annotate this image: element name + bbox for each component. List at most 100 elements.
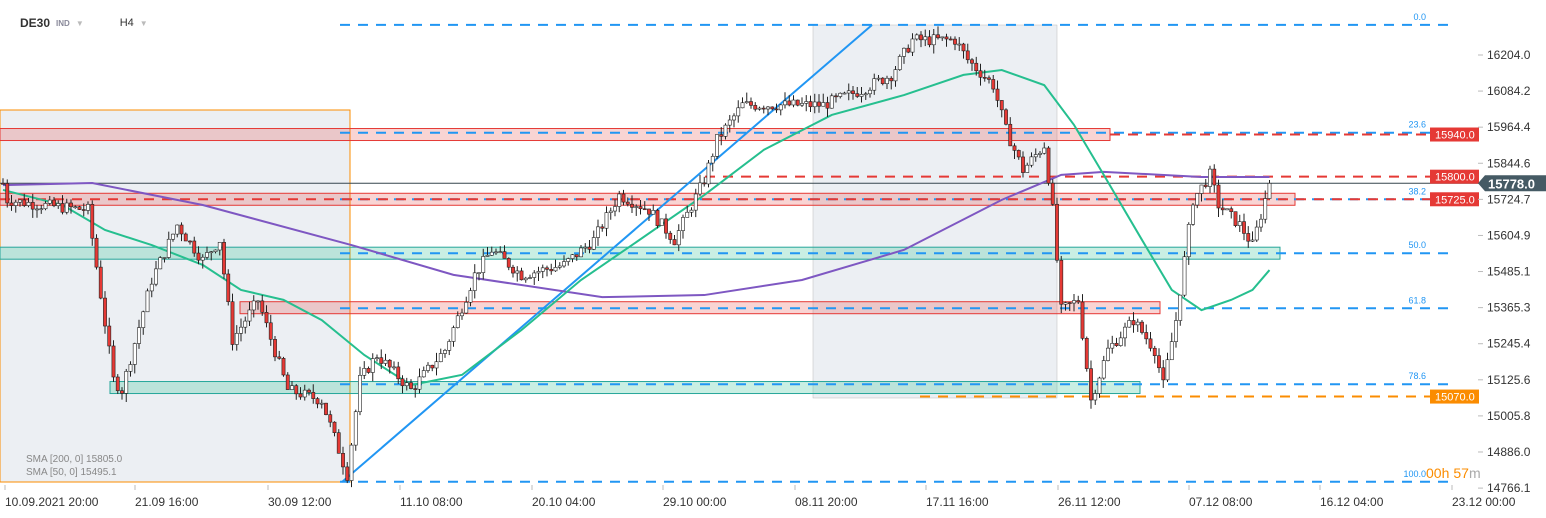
candle[interactable]: [579, 247, 583, 258]
candle[interactable]: [64, 202, 69, 213]
candle[interactable]: [273, 339, 277, 358]
candle[interactable]: [1250, 239, 1255, 242]
instrument-type[interactable]: IND: [56, 18, 70, 28]
candle[interactable]: [1267, 183, 1272, 199]
candle[interactable]: [251, 300, 256, 311]
shaded-range-rect[interactable]: [0, 109, 351, 483]
candle[interactable]: [961, 43, 966, 52]
candle[interactable]: [681, 217, 685, 231]
candle[interactable]: [536, 271, 541, 274]
candle[interactable]: [727, 119, 732, 126]
candle[interactable]: [22, 199, 27, 206]
candle[interactable]: [285, 374, 290, 390]
candle[interactable]: [162, 257, 167, 259]
candle[interactable]: [817, 101, 821, 107]
candle[interactable]: [336, 432, 341, 454]
resistance-zone[interactable]: [0, 128, 1111, 142]
candle[interactable]: [829, 95, 834, 109]
candle[interactable]: [404, 382, 409, 387]
candle[interactable]: [651, 210, 656, 215]
candle[interactable]: [987, 77, 991, 80]
candle[interactable]: [893, 69, 898, 82]
candle[interactable]: [60, 203, 65, 213]
candle[interactable]: [910, 38, 915, 53]
candle[interactable]: [523, 277, 528, 281]
candle[interactable]: [1152, 347, 1157, 356]
candle[interactable]: [468, 290, 473, 303]
candle[interactable]: [1084, 338, 1089, 369]
candle[interactable]: [574, 254, 579, 258]
support-zone[interactable]: [109, 381, 1141, 395]
candle[interactable]: [1080, 301, 1085, 339]
candle[interactable]: [859, 94, 864, 97]
candle[interactable]: [914, 34, 919, 40]
candle[interactable]: [392, 366, 396, 369]
candle[interactable]: [642, 208, 647, 211]
candle[interactable]: [464, 301, 469, 314]
candle[interactable]: [1029, 156, 1034, 166]
candle[interactable]: [149, 283, 154, 292]
candle[interactable]: [460, 312, 464, 317]
candle[interactable]: [991, 79, 996, 90]
candle[interactable]: [90, 204, 95, 239]
candle[interactable]: [936, 34, 940, 39]
candle[interactable]: [247, 309, 252, 322]
candle[interactable]: [566, 258, 571, 262]
candle[interactable]: [1, 183, 5, 185]
candle[interactable]: [103, 297, 107, 327]
candle[interactable]: [706, 162, 711, 185]
candle[interactable]: [137, 327, 141, 344]
candle[interactable]: [426, 364, 430, 371]
candle[interactable]: [919, 34, 923, 41]
candle[interactable]: [1127, 320, 1132, 328]
candle[interactable]: [549, 269, 554, 272]
candle[interactable]: [974, 62, 979, 72]
candle[interactable]: [353, 411, 358, 446]
candle[interactable]: [56, 203, 61, 207]
candle[interactable]: [341, 453, 345, 468]
candle[interactable]: [230, 301, 235, 345]
candle[interactable]: [931, 34, 936, 46]
candle[interactable]: [1101, 360, 1106, 379]
candle[interactable]: [281, 358, 286, 376]
candle[interactable]: [349, 444, 354, 481]
candle[interactable]: [175, 224, 180, 235]
candle[interactable]: [1140, 321, 1144, 333]
candle[interactable]: [591, 237, 596, 250]
candle[interactable]: [970, 59, 974, 64]
candle[interactable]: [851, 90, 855, 94]
candle[interactable]: [685, 211, 690, 218]
candle[interactable]: [1169, 341, 1174, 361]
candle[interactable]: [455, 315, 460, 328]
candle[interactable]: [774, 108, 779, 111]
candle[interactable]: [1063, 302, 1068, 305]
candle[interactable]: [511, 266, 515, 274]
candle[interactable]: [494, 251, 498, 254]
candle[interactable]: [812, 101, 817, 108]
candle[interactable]: [413, 388, 418, 390]
candle[interactable]: [5, 183, 10, 204]
candle[interactable]: [1093, 393, 1098, 401]
sma200-line[interactable]: [2, 170, 1270, 299]
candle[interactable]: [383, 359, 388, 364]
candle[interactable]: [183, 233, 188, 242]
candle[interactable]: [375, 357, 379, 359]
candle[interactable]: [98, 266, 103, 299]
candle[interactable]: [693, 193, 698, 211]
candle[interactable]: [863, 93, 868, 96]
candle[interactable]: [787, 100, 792, 106]
candle[interactable]: [719, 134, 724, 137]
candle[interactable]: [417, 376, 422, 390]
candle[interactable]: [107, 325, 112, 347]
candle[interactable]: [111, 345, 116, 378]
candle[interactable]: [260, 300, 265, 313]
candle[interactable]: [740, 102, 745, 109]
candle[interactable]: [1118, 337, 1123, 346]
candle[interactable]: [1229, 208, 1234, 212]
candle[interactable]: [821, 102, 826, 107]
candle[interactable]: [766, 106, 770, 110]
candle[interactable]: [166, 238, 171, 258]
candle[interactable]: [226, 273, 231, 303]
candle[interactable]: [362, 368, 367, 376]
